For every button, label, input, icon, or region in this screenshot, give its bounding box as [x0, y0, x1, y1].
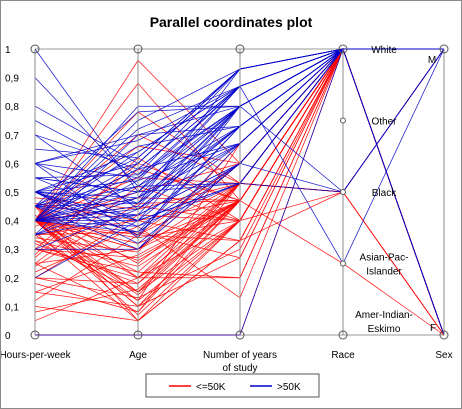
y-tick-label: 1 — [5, 45, 11, 56]
axis-name-label: Number of years — [203, 350, 277, 361]
axis-name-label: Hours-per-week — [1, 350, 72, 361]
axis-top-marker — [338, 44, 348, 54]
legend-label: <=50K — [196, 382, 226, 393]
axes-layer — [30, 44, 449, 340]
y-tick-label: 0,1 — [5, 302, 19, 313]
race-category-marker — [340, 189, 346, 195]
axis-top-marker — [235, 44, 245, 54]
axis-bottom-marker — [235, 330, 245, 340]
race-category-marker — [340, 260, 346, 267]
y-tick-label: 0,3 — [5, 245, 19, 256]
race-category-label: Eskimo — [368, 324, 401, 335]
axis-name-label: Age — [129, 350, 147, 361]
axis-bottom-marker — [338, 330, 348, 340]
y-tick-label: 0,8 — [5, 102, 19, 113]
axis-bottom-marker — [30, 330, 40, 340]
y-tick-label: 0,5 — [5, 188, 19, 199]
y-tick-label: 0,2 — [5, 274, 19, 285]
race-category-label: Islander — [366, 267, 402, 278]
race-category-label: Black — [372, 188, 397, 199]
axis-bottom-marker — [133, 330, 143, 340]
chart-title: Parallel coordinates plot — [150, 14, 313, 30]
axis-name-label: Sex — [435, 350, 452, 361]
sex-category-label: M — [428, 55, 436, 66]
race-category-label: Asian-Pac- — [360, 253, 409, 264]
y-tick-label: 0,4 — [5, 217, 19, 228]
race-category-label: Other — [371, 117, 397, 128]
legend-box — [145, 373, 320, 398]
y-tick-label: 0,7 — [5, 131, 19, 142]
legend: <=50K >50K — [145, 373, 320, 398]
axis-top-marker — [133, 44, 143, 54]
labels-layer: 0 0,1 0,2 0,3 0,4 0,5 0,6 0,7 0,8 0,9 1 White Other B… — [1, 45, 453, 374]
y-tick-label: 0 — [5, 331, 11, 342]
race-category-label: Amer-Indian- — [355, 310, 413, 321]
axis-bottom-marker — [439, 330, 449, 340]
y-tick-label: 0,9 — [5, 74, 19, 85]
race-category-marker — [340, 117, 346, 124]
y-tick-label: 0,6 — [5, 159, 19, 170]
sex-category-label: F — [430, 323, 436, 334]
axis-name-label: of study — [222, 363, 257, 374]
race-category-label: White — [371, 45, 397, 56]
legend-label: >50K — [277, 382, 301, 393]
axis-top-marker — [439, 44, 449, 54]
axis-top-marker — [30, 44, 40, 54]
axis-name-label: Race — [331, 350, 355, 361]
